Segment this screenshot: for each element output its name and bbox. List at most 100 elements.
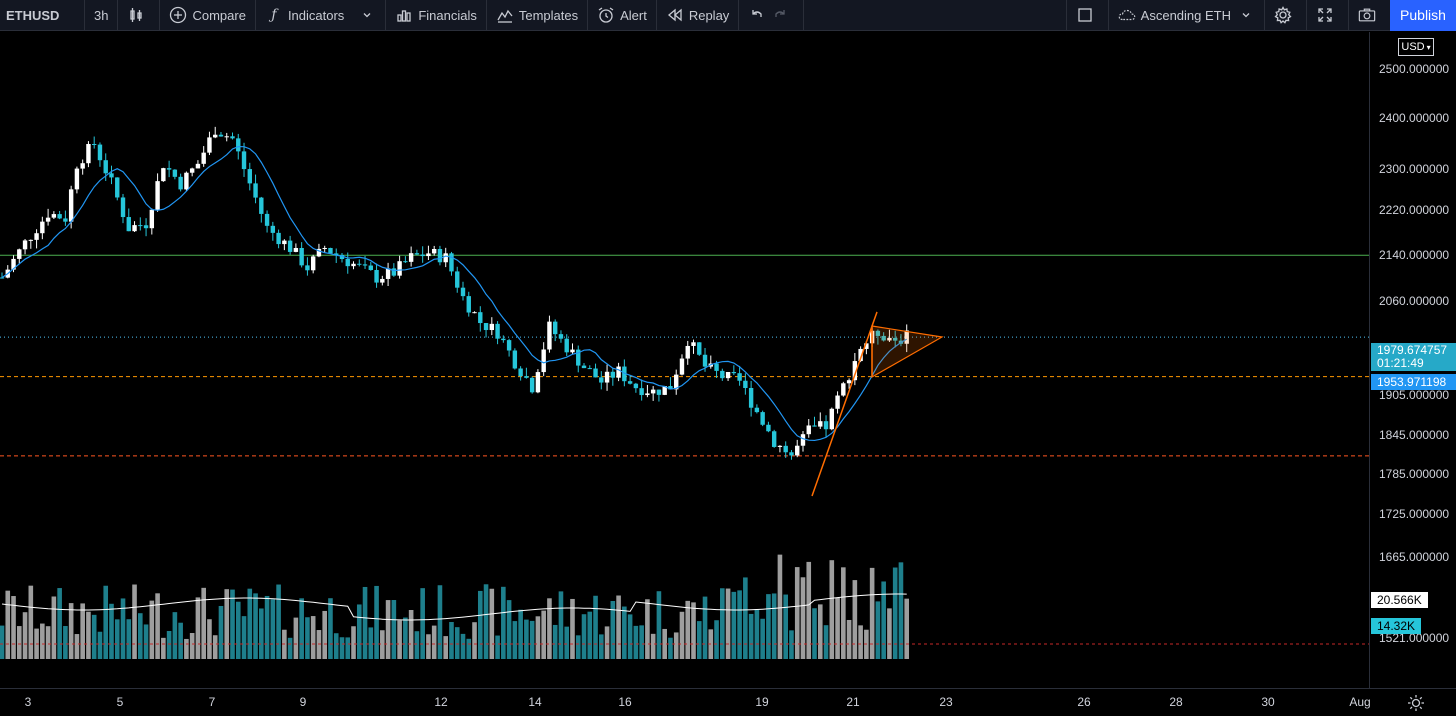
snapshot-button[interactable] — [1349, 0, 1390, 31]
volume-bar — [305, 617, 310, 659]
price-tick-label: 2140.000000 — [1379, 248, 1450, 262]
volume-bar — [5, 590, 11, 659]
volume-bar — [541, 610, 546, 659]
templates-label: Templates — [518, 7, 579, 23]
candle-body — [241, 151, 247, 170]
volume-bar — [443, 636, 449, 659]
candle-body — [22, 240, 28, 250]
publish-button[interactable]: Publish — [1390, 0, 1456, 31]
volume-bar — [68, 603, 74, 659]
volume-bar — [74, 634, 80, 659]
candle-body — [45, 217, 51, 222]
sun-settings-icon[interactable] — [1406, 693, 1426, 713]
undo-icon[interactable] — [748, 6, 766, 24]
candle-body — [207, 137, 212, 153]
candle-body — [737, 373, 742, 381]
time-axis[interactable]: 3 5 7 9 12 14 16 19 21 23 26 28 30 Aug — [0, 688, 1456, 716]
volume-bar — [858, 625, 863, 659]
chart-type-button[interactable] — [118, 0, 161, 31]
candle-body — [685, 345, 690, 359]
replay-button[interactable]: Replay — [657, 0, 740, 31]
volume-bar — [777, 554, 783, 659]
candle-body — [633, 383, 639, 389]
candle-body — [754, 407, 760, 413]
volume-bar — [235, 601, 241, 659]
symbol-search[interactable]: ETHUSD — [0, 0, 85, 31]
candle-body — [310, 256, 316, 271]
volume-bar — [195, 597, 201, 659]
volume-bar — [0, 625, 5, 659]
candle-body — [201, 152, 206, 164]
square-icon — [1076, 6, 1094, 24]
time-tick-label: 16 — [618, 695, 632, 709]
interval-button[interactable]: 3h — [85, 0, 119, 31]
volume-bar — [472, 622, 477, 659]
candle-body — [512, 350, 518, 369]
volume-bar — [143, 624, 149, 659]
volume-bar — [218, 605, 224, 659]
redo-icon[interactable] — [771, 6, 789, 24]
time-tick-label: 23 — [939, 695, 953, 709]
candle-body — [702, 354, 708, 367]
templates-button[interactable]: Templates — [487, 0, 589, 31]
volume-bar — [207, 619, 212, 659]
financials-button[interactable]: Financials — [386, 0, 487, 31]
price-chart[interactable] — [0, 32, 1369, 688]
candle-body — [357, 263, 362, 265]
volume-bar — [766, 594, 771, 659]
settings-button[interactable] — [1265, 0, 1307, 31]
volume-bar — [817, 604, 823, 659]
candle-body — [495, 323, 500, 339]
volume-bar — [259, 608, 264, 659]
candle-body — [143, 225, 149, 229]
volume-bar — [898, 562, 904, 659]
candle-body — [564, 338, 569, 353]
candle-body — [904, 330, 909, 344]
volume-bar — [437, 585, 443, 659]
volume-bar — [627, 614, 633, 659]
candle-body — [455, 271, 460, 288]
volume-bar — [149, 600, 155, 659]
volume-bar — [771, 593, 777, 659]
candle-body — [51, 214, 57, 218]
time-tick-label: 14 — [528, 695, 542, 709]
candle-body — [299, 248, 304, 266]
candle-body — [437, 248, 443, 263]
candle-body — [674, 374, 679, 390]
volume-bar — [869, 567, 875, 659]
cloud-icon — [1118, 6, 1136, 24]
fullscreen-button[interactable] — [1307, 0, 1349, 31]
volume-bar — [426, 634, 431, 659]
layout-menu[interactable]: Ascending ETH — [1109, 0, 1265, 31]
time-tick-label: 19 — [755, 695, 769, 709]
ma-value-tag: 1953.971198 — [1371, 374, 1456, 390]
volume-bar — [875, 601, 881, 659]
volume-bar — [11, 596, 16, 659]
volume-bar — [45, 626, 51, 659]
price-axis[interactable]: USD ▾ 2500.000000 2400.000000 2300.000000 22… — [1369, 32, 1456, 688]
price-tick-label: 1665.000000 — [1379, 550, 1450, 564]
time-tick-label: 28 — [1169, 695, 1183, 709]
volume-bar — [575, 635, 581, 659]
compare-button[interactable]: Compare — [160, 0, 256, 31]
fullscreen-layout-button[interactable] — [1065, 0, 1109, 31]
volume-bar — [477, 590, 483, 659]
candle-body — [852, 361, 858, 381]
currency-selector[interactable]: USD ▾ — [1398, 38, 1434, 56]
candle-body — [887, 337, 892, 341]
chevron-down-icon[interactable] — [358, 6, 376, 24]
candle-body — [535, 372, 541, 393]
volume-bar — [51, 596, 57, 659]
candle-body — [783, 445, 788, 453]
candle-body — [881, 335, 886, 341]
chart-pane[interactable] — [0, 32, 1369, 688]
volume-bar — [126, 619, 132, 659]
chevron-down-icon — [1237, 6, 1255, 24]
alert-button[interactable]: Alert — [588, 0, 657, 31]
candle-body — [697, 342, 702, 355]
candle-body — [247, 169, 252, 184]
volume-bar — [552, 624, 558, 659]
volume-bar — [841, 567, 846, 659]
drawings — [811, 311, 944, 497]
indicators-button[interactable]: ƒ Indicators — [256, 0, 387, 31]
